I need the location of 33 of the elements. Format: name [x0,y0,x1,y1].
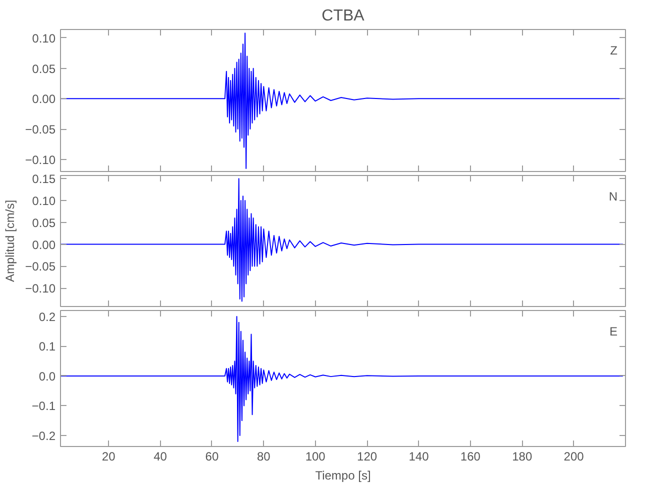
x-tick-label: 200 [564,450,584,464]
y-tick-label: 0.10 [32,31,56,46]
x-axis-title: Tiempo [s] [315,468,371,482]
x-tick-label: 180 [512,450,532,464]
y-tick-label: −0.10 [25,152,56,167]
y-tick-label: 0.0 [38,369,56,384]
y-tick-label: −0.1 [32,399,56,414]
x-tick-label: 20 [102,450,116,464]
x-tick-label: 120 [357,450,378,464]
y-tick-label: 0.1 [38,340,56,354]
y-tick-label: 0.15 [32,172,56,186]
y-tick-label: 0.05 [32,216,56,230]
x-tick-label: 40 [154,450,168,464]
x-tick-label: 60 [205,450,219,464]
x-tick-label: 80 [256,450,271,464]
x-tick-label: 160 [460,450,481,464]
y-tick-label: −0.05 [25,122,56,137]
y-tick-label: −0.2 [32,428,56,443]
y-tick-label: 0.05 [32,62,56,76]
x-tick-label: 140 [408,450,430,464]
annotation: Z [610,44,618,58]
y-axis-title: Amplitud [cm/s] [3,200,18,282]
y-tick-label: 0.10 [32,194,56,208]
annotation: E [609,324,618,338]
x-tick-label: 100 [305,450,326,464]
chart-title: CTBA [322,8,365,24]
y-tick-label: −0.05 [25,260,56,274]
y-tick-label: 0.2 [38,310,56,324]
y-tick-label: 0.00 [32,238,56,252]
annotation: N [608,190,618,204]
line-series [60,316,624,442]
y-tick-label: 0.00 [32,92,56,106]
y-tick-label: −0.10 [25,282,56,296]
